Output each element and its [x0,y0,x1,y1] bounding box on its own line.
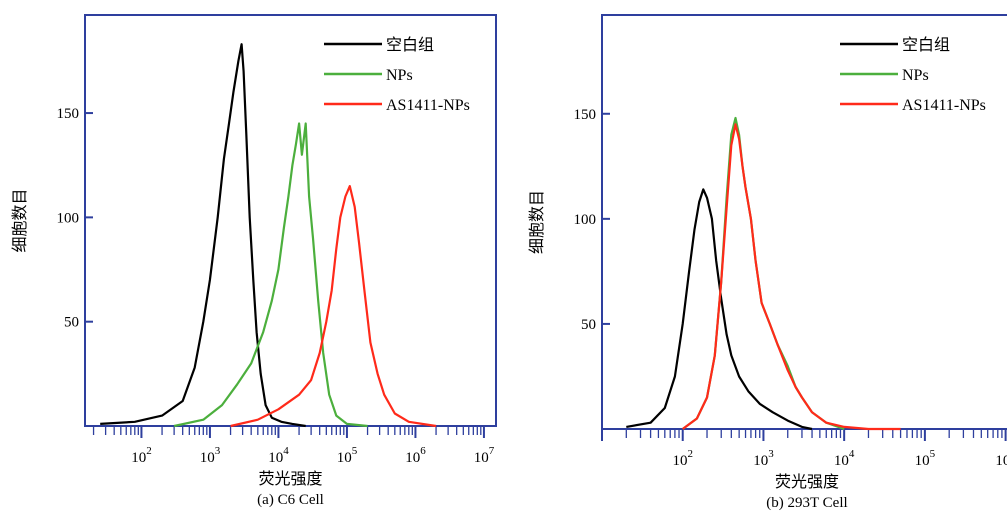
series-line-1 [626,188,813,431]
plot-frame [601,14,1007,430]
y-tick-label: 150 [574,107,597,123]
y-tick-label: 100 [57,210,80,226]
x-tick-label: 102 [672,448,693,469]
plot-frame [84,14,497,427]
x-tick-label: 102 [131,445,152,466]
legend-label: 空白组 [902,36,950,54]
x-tick-label: 106 [995,448,1007,469]
legend-label: NPs [386,67,413,84]
y-tick-label: 50 [581,317,596,333]
legend-label: AS1411-NPs [902,97,986,114]
x-tick-label: 104 [268,445,289,466]
panel-caption: (a) C6 Cell [257,492,324,508]
panel-caption: (b) 293T Cell [766,495,847,511]
y-tick-label: 100 [574,212,597,228]
x-tick-label: 104 [834,448,855,469]
x-tick-label: 105 [337,445,358,466]
x-tick-label: 106 [405,445,426,466]
series-line-3 [230,185,437,428]
panel-b: 50 100 150 102 103 104 105 106 荧光强度 (b) 293T Cell… [528,14,1007,511]
y-axis-label: 细胞数目 [11,188,29,252]
y-tick-label: 50 [64,315,79,331]
x-tick-label: 107 [474,445,495,466]
series-line-2 [173,122,368,428]
y-tick-label: 150 [57,106,80,122]
legend-label: AS1411-NPs [386,97,470,114]
legend-label: NPs [902,67,929,84]
x-tick-label: 103 [200,445,221,466]
series-line-1 [100,43,306,428]
x-axis-label: 荧光强度 [775,473,839,491]
panel-a: 50 100 150 102 103 104 105 106 107 荧光强度 (a) C6 Cel… [11,14,497,508]
x-tick-label: 103 [753,448,774,469]
series-line-2 [682,116,845,431]
x-tick-label: 105 [915,448,936,469]
y-axis-label: 细胞数目 [528,190,546,254]
x-axis-label: 荧光强度 [258,470,322,488]
series-line-3 [682,123,901,431]
legend-label: 空白组 [386,36,434,54]
